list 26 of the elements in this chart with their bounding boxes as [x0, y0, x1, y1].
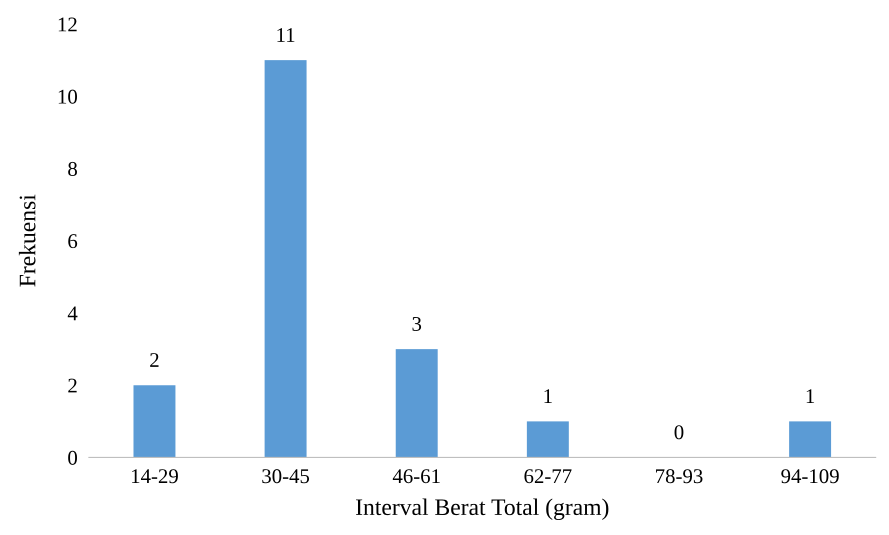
- data-label: 3: [412, 316, 422, 331]
- y-tick-label: 2: [68, 378, 77, 392]
- y-tick-label: 10: [58, 90, 77, 104]
- bar: [789, 421, 832, 458]
- x-axis-title: Interval Berat Total (gram): [356, 498, 608, 520]
- y-tick-label: 4: [68, 306, 78, 320]
- y-tick-label: 12: [58, 18, 77, 32]
- bar: [526, 421, 569, 458]
- bar: [264, 60, 307, 458]
- y-axis-title: Frekuensi: [18, 194, 36, 287]
- data-label: 1: [544, 389, 552, 403]
- x-tick-label: 30-45: [262, 469, 310, 484]
- y-tick-label: 8: [68, 162, 77, 176]
- x-tick-label: 14-29: [132, 469, 178, 484]
- x-tick-label: 46-61: [392, 469, 440, 484]
- bar: [133, 385, 176, 458]
- x-tick-label: 62-77: [524, 469, 572, 484]
- data-label: 1: [806, 389, 814, 403]
- data-label: 11: [277, 28, 294, 42]
- data-label: 0: [674, 425, 684, 440]
- x-tick-label: 78-93: [656, 469, 702, 484]
- bar: [396, 349, 438, 458]
- data-label: 2: [150, 353, 159, 367]
- x-tick-label: 94-109: [781, 469, 839, 484]
- y-tick-label: 6: [68, 234, 78, 248]
- y-tick-label: 0: [68, 450, 77, 465]
